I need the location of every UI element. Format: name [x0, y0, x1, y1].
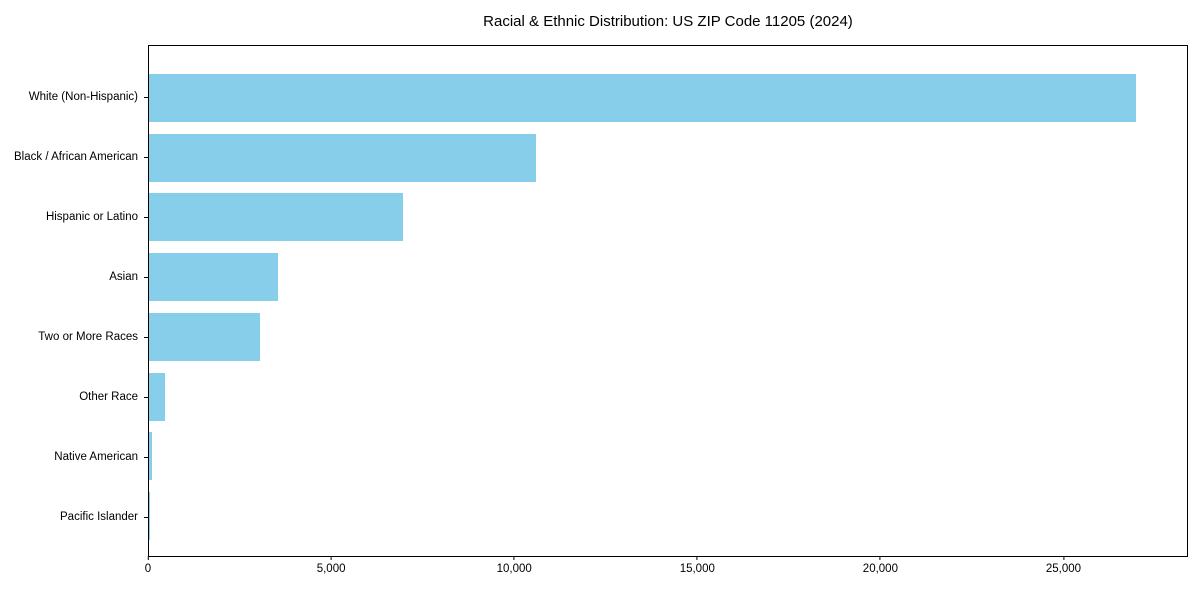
y-axis-label: Native American [54, 451, 138, 463]
x-tick-mark [879, 556, 881, 560]
bar [149, 432, 152, 481]
y-tick-mark [144, 217, 148, 218]
x-tick: 10,000 [497, 556, 532, 575]
bar [149, 193, 404, 242]
y-tick-mark [144, 97, 148, 98]
y-axis-label-row: Other Race [0, 367, 148, 427]
bar [149, 312, 261, 361]
x-tick-label: 20,000 [862, 563, 898, 575]
x-tick: 20,000 [863, 556, 898, 575]
bar-row [149, 68, 1187, 128]
y-tick-mark [144, 337, 148, 338]
y-axis-label: Pacific Islander [60, 511, 138, 523]
bar [149, 492, 150, 541]
y-tick-mark [144, 277, 148, 278]
chart-title: Racial & Ethnic Distribution: US ZIP Cod… [483, 13, 853, 30]
y-tick-mark [144, 517, 148, 518]
x-axis: 0 5,000 10,000 15,000 20,000 25,000 [145, 556, 1188, 592]
x-tick-mark [1062, 556, 1064, 560]
bar-row [149, 486, 1187, 546]
bar [149, 133, 537, 182]
x-tick-label: 15,000 [679, 563, 715, 575]
y-axis-label: White (Non-Hispanic) [28, 91, 138, 103]
x-tick-label: 0 [144, 563, 152, 575]
y-tick-mark [144, 397, 148, 398]
y-tick-mark [144, 457, 148, 458]
bar-row [149, 247, 1187, 307]
bar-row [149, 427, 1187, 487]
y-axis-label-row: Native American [0, 427, 148, 487]
y-axis-label-row: Hispanic or Latino [0, 187, 148, 247]
x-tick-mark [330, 556, 332, 560]
y-axis-label-row: White (Non-Hispanic) [0, 67, 148, 127]
bar-row [149, 307, 1187, 367]
y-axis-label: Asian [109, 271, 138, 283]
plot-area [148, 45, 1188, 557]
x-tick-mark [696, 556, 698, 560]
bar [149, 372, 166, 421]
x-tick: 15,000 [680, 556, 715, 575]
y-axis-label-row: Asian [0, 247, 148, 307]
y-axis-label: Other Race [79, 391, 138, 403]
x-tick-mark [513, 556, 515, 560]
y-axis-label: Hispanic or Latino [45, 211, 138, 223]
x-tick: 0 [145, 556, 151, 575]
y-axis: White (Non-Hispanic) Black / African Amer… [0, 45, 148, 557]
y-axis-label-row: Black / African American [0, 127, 148, 187]
y-axis-label-row: Pacific Islander [0, 487, 148, 547]
x-tick-label: 5,000 [316, 563, 346, 575]
y-axis-label: Black / African American [14, 151, 138, 163]
bar-row [149, 188, 1187, 248]
y-axis-label-row: Two or More Races [0, 307, 148, 367]
bar-row [149, 128, 1187, 188]
x-tick-mark [147, 556, 149, 560]
bar [149, 253, 278, 302]
bars-layer [149, 46, 1187, 556]
bar [149, 73, 1136, 122]
y-axis-label: Two or More Races [38, 331, 138, 343]
x-tick-label: 10,000 [496, 563, 532, 575]
x-tick: 5,000 [316, 556, 346, 575]
y-tick-mark [144, 157, 148, 158]
bar-row [149, 367, 1187, 427]
x-tick-label: 25,000 [1045, 563, 1082, 575]
x-tick: 25,000 [1046, 556, 1081, 575]
